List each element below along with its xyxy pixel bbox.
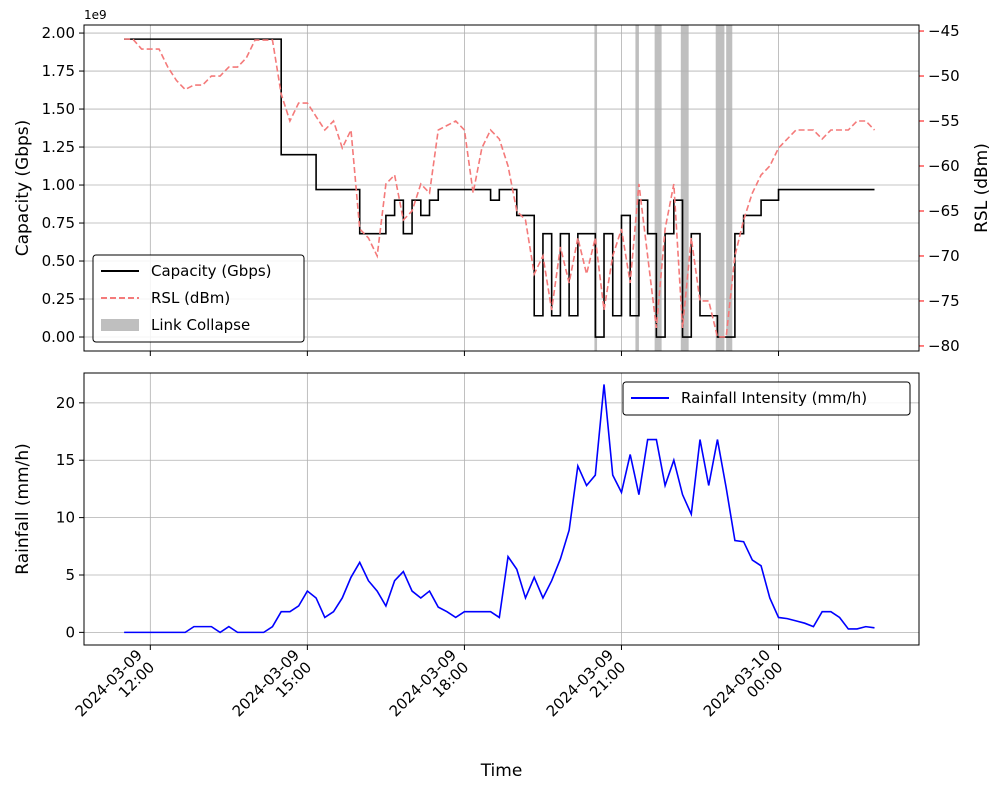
y2-axis-label: RSL (dBm)	[972, 143, 992, 233]
y-axis-label: Rainfall (mm/h)	[13, 443, 33, 575]
y2-tick-label: −65	[928, 202, 960, 220]
y-tick-label: 15	[56, 451, 75, 469]
axes-frame	[83, 24, 920, 352]
collapse-span	[715, 25, 725, 351]
collapse-span	[726, 25, 733, 351]
series-line	[124, 384, 875, 634]
y2-tick-label: −75	[928, 292, 960, 310]
y-axis-label: Capacity (Gbps)	[13, 120, 33, 257]
y-tick-label: 0.75	[42, 214, 75, 232]
y-tick-label: 20	[56, 394, 75, 412]
x-axis-label: Time	[480, 761, 523, 781]
y2-tick-label: −45	[928, 22, 960, 40]
series-line	[124, 38, 875, 338]
x-tick-label: 2024-03-0912:00	[72, 646, 159, 733]
legend-label: Link Collapse	[151, 316, 250, 334]
x-tick-label: 2024-03-1000:00	[700, 646, 787, 733]
y-tick-label: 2.00	[42, 24, 75, 42]
axes-frame	[83, 372, 920, 646]
y-tick-label: 1.75	[42, 62, 75, 80]
y2-tick-label: −60	[928, 157, 960, 175]
x-tick-label: 2024-03-0921:00	[543, 646, 630, 733]
collapse-span	[635, 25, 639, 351]
legend-box	[92, 254, 305, 343]
y2-tick-label: −55	[928, 112, 960, 130]
collapse-span	[680, 25, 689, 351]
collapse-span	[594, 25, 598, 351]
legend-box	[622, 381, 911, 416]
legend-swatch	[101, 319, 139, 331]
y2-tick-label: −70	[928, 247, 960, 265]
y2-tick-label: −80	[928, 337, 960, 355]
x-tick-label: 2024-03-0918:00	[386, 646, 473, 733]
legend-label: Rainfall Intensity (mm/h)	[681, 389, 867, 407]
y-tick-label: 1.50	[42, 100, 75, 118]
collapse-span	[654, 25, 662, 351]
series-line	[124, 38, 876, 338]
y-offset-label: 1e9	[84, 8, 107, 22]
y-tick-label: 0.50	[42, 252, 75, 270]
y-tick-label: 0.00	[42, 328, 75, 346]
x-tick-label: 2024-03-0915:00	[229, 646, 316, 733]
y-tick-label: 5	[65, 566, 75, 584]
y-tick-label: 1.00	[42, 176, 75, 194]
y-tick-label: 0.25	[42, 290, 75, 308]
y-tick-label: 0	[65, 623, 75, 641]
y-tick-label: 10	[56, 509, 75, 527]
legend-label: RSL (dBm)	[151, 289, 230, 307]
legend-label: Capacity (Gbps)	[151, 262, 272, 280]
y-tick-label: 1.25	[42, 138, 75, 156]
y2-tick-label: −50	[928, 67, 960, 85]
